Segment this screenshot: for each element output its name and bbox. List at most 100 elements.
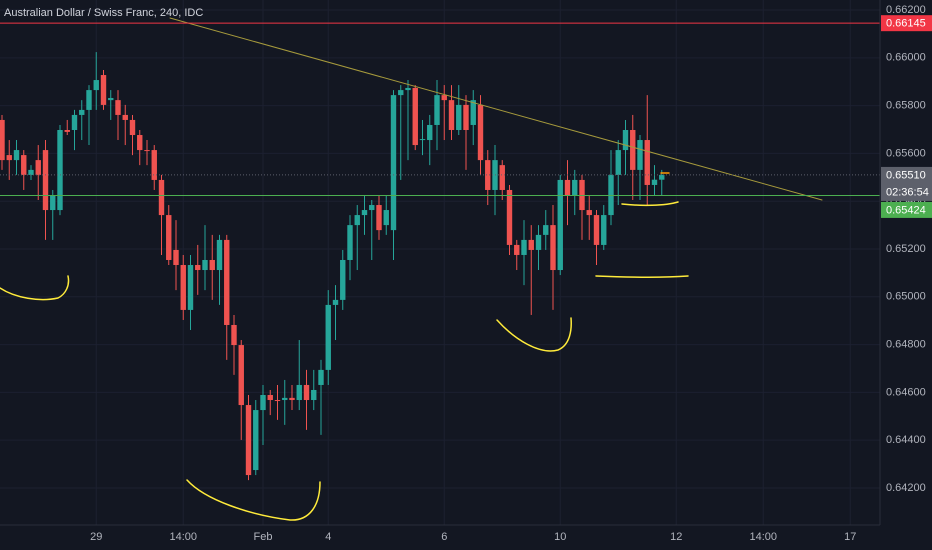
candle-body	[622, 129, 629, 151]
candle-body	[195, 265, 201, 271]
x-tick-label: 17	[844, 531, 856, 543]
price-lines	[0, 22, 880, 196]
candle-body	[369, 205, 375, 211]
axis: 0.662000.660000.658000.656000.654000.652…	[90, 4, 932, 543]
price-label-box	[881, 201, 932, 218]
candle-body	[86, 90, 92, 110]
candle-body	[332, 299, 339, 305]
candle-body	[543, 225, 549, 235]
candle-body	[644, 140, 650, 185]
candles	[0, 52, 665, 481]
candle-body	[57, 129, 63, 211]
candle-body	[412, 87, 418, 146]
candle-body	[115, 100, 121, 115]
trend-line	[169, 17, 823, 201]
candle-body	[318, 369, 324, 385]
x-tick-label: 29	[90, 531, 102, 543]
y-tick-label: 0.64800	[886, 338, 926, 350]
candle-body	[216, 239, 223, 271]
candle-body	[383, 210, 389, 226]
candle-body	[376, 205, 382, 231]
candle-body	[50, 194, 56, 211]
x-tick-label: 6	[441, 531, 447, 543]
price-label: 0.66145	[886, 18, 926, 30]
candle-body	[231, 324, 237, 346]
candle-body	[93, 80, 99, 91]
candle-body	[108, 97, 114, 101]
drawing-curve	[496, 317, 572, 352]
candle-body	[528, 239, 534, 250]
candle-body	[21, 155, 27, 175]
candle-body	[202, 259, 208, 271]
y-tick-label: 0.66000	[886, 52, 926, 64]
candle-body	[630, 129, 636, 170]
y-tick-label: 0.64400	[886, 434, 926, 446]
candle-body	[260, 395, 266, 411]
x-tick-label: 14:00	[749, 531, 777, 543]
y-tick-label: 0.65800	[886, 100, 926, 112]
candle-body	[42, 150, 49, 211]
candle-body	[303, 384, 310, 401]
y-tick-label: 0.65200	[886, 243, 926, 255]
candle-body	[325, 304, 331, 370]
drawing-curve	[595, 275, 689, 278]
candle-body	[340, 259, 346, 300]
candle-body	[158, 179, 165, 216]
candle-body	[441, 95, 447, 101]
candle-body	[398, 90, 404, 96]
candle-body	[282, 397, 288, 401]
candle-body	[0, 119, 5, 161]
candle-body	[173, 249, 179, 266]
candle-body	[586, 210, 592, 216]
x-tick-label: 12	[670, 531, 682, 543]
price-label: 0.65424	[886, 204, 926, 216]
drawing-curve	[186, 479, 321, 521]
candle-body	[361, 210, 368, 216]
drawing-curve	[0, 275, 70, 301]
candle-body	[13, 150, 20, 161]
candle-body	[166, 215, 172, 260]
candle-body	[535, 234, 542, 250]
candle-body	[311, 389, 317, 401]
candle-body	[100, 75, 107, 105]
candle-body	[274, 400, 281, 402]
candle-body	[521, 239, 527, 255]
candle-body	[601, 215, 607, 245]
candle-body	[615, 150, 621, 175]
candle-body	[499, 165, 505, 190]
candle-body	[557, 179, 563, 271]
drawing-curve	[621, 201, 679, 207]
candle-body	[390, 95, 397, 231]
candle-body	[187, 265, 194, 310]
candle-body	[122, 114, 128, 120]
candle-body	[180, 265, 186, 310]
y-tick-label: 0.64200	[886, 482, 926, 494]
y-tick-label: 0.66200	[886, 4, 926, 16]
candle-body	[71, 114, 78, 130]
chart-title: Australian Dollar / Swiss Franc, 240, ID…	[4, 7, 203, 19]
y-tick-label: 0.65600	[886, 147, 926, 159]
candle-body	[448, 100, 455, 130]
candle-body	[28, 169, 34, 175]
candle-body	[427, 124, 433, 141]
candle-body	[354, 215, 360, 226]
candle-body	[347, 225, 353, 260]
candle-body	[289, 397, 295, 401]
candle-body	[79, 109, 85, 115]
candle-body	[485, 160, 491, 190]
candle-body	[35, 160, 41, 175]
candle-body	[245, 405, 252, 476]
candle-body	[456, 104, 462, 130]
candle-body	[506, 189, 513, 245]
candle-body	[209, 259, 215, 271]
price-label: 0.65510	[886, 169, 926, 181]
candle-body	[151, 150, 157, 180]
candle-body	[405, 87, 411, 91]
x-tick-label: Feb	[254, 531, 273, 543]
candle-body	[470, 100, 476, 125]
candle-body	[637, 140, 643, 170]
candle-body	[296, 384, 302, 401]
candle-body	[572, 179, 578, 195]
